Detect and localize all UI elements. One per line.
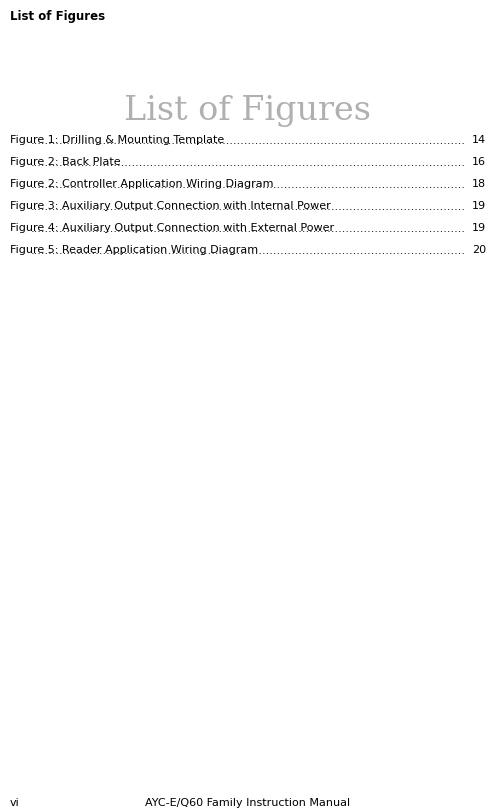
Text: Figure 3: Auxiliary Output Connection with Internal Power: Figure 3: Auxiliary Output Connection wi…: [10, 201, 331, 211]
Text: List of Figures: List of Figures: [10, 10, 105, 23]
Text: 16: 16: [472, 157, 486, 167]
Text: Figure 2: Back Plate: Figure 2: Back Plate: [10, 157, 121, 167]
Text: ................................................................................: ........................................…: [30, 246, 466, 255]
Text: ................................................................................: ........................................…: [30, 179, 466, 190]
Text: Figure 4: Auxiliary Output Connection with External Power: Figure 4: Auxiliary Output Connection wi…: [10, 223, 334, 233]
Text: ................................................................................: ........................................…: [30, 157, 466, 168]
Text: 19: 19: [472, 223, 486, 233]
Text: ................................................................................: ........................................…: [30, 224, 466, 234]
Text: ................................................................................: ........................................…: [30, 202, 466, 212]
Text: AYC-E/Q60 Family Instruction Manual: AYC-E/Q60 Family Instruction Manual: [145, 797, 351, 807]
Text: 14: 14: [472, 135, 486, 145]
Text: 20: 20: [472, 245, 486, 255]
Text: 19: 19: [472, 201, 486, 211]
Text: Figure 5: Reader Application Wiring Diagram: Figure 5: Reader Application Wiring Diag…: [10, 245, 258, 255]
Text: vi: vi: [10, 797, 20, 807]
Text: 18: 18: [472, 178, 486, 189]
Text: Figure 2: Controller Application Wiring Diagram: Figure 2: Controller Application Wiring …: [10, 178, 273, 189]
Text: Figure 1: Drilling & Mounting Template: Figure 1: Drilling & Mounting Template: [10, 135, 224, 145]
Text: ................................................................................: ........................................…: [30, 135, 466, 146]
Text: List of Figures: List of Figures: [124, 95, 372, 127]
